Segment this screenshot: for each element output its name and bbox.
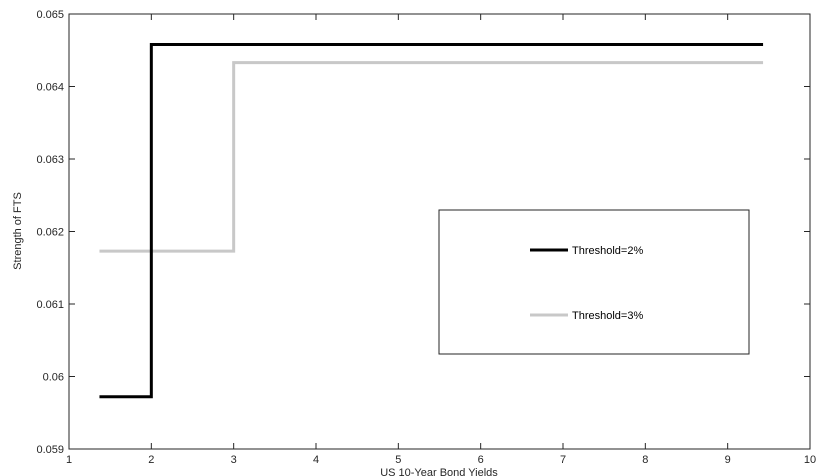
y-tick-label: 0.06 — [43, 372, 64, 384]
x-tick-label: 2 — [148, 454, 154, 466]
series-layer — [99, 42, 764, 399]
x-tick-label: 3 — [231, 454, 237, 466]
legend-label-threshold-2: Threshold=2% — [572, 245, 643, 257]
series-line-threshold-2 — [99, 42, 764, 399]
x-tick-label: 6 — [478, 454, 484, 466]
y-tick-label: 0.064 — [36, 82, 64, 94]
y-tick-label: 0.061 — [36, 299, 64, 311]
legend-box — [438, 209, 750, 355]
x-tick-label: 8 — [642, 454, 648, 466]
y-tick-label: 0.059 — [36, 444, 64, 456]
x-tick-label: 7 — [560, 454, 566, 466]
series-line-threshold-3 — [99, 61, 764, 253]
x-tick-label: 1 — [66, 454, 72, 466]
y-ticks: 0.059 0.06 0.061 0.062 0.063 0.064 0.065 — [36, 9, 810, 456]
legend-label-threshold-3: Threshold=3% — [572, 310, 643, 322]
x-axis-title: US 10-Year Bond Yields — [380, 467, 498, 476]
x-tick-label: 9 — [725, 454, 731, 466]
y-tick-label: 0.063 — [36, 154, 64, 166]
legend: Threshold=2% Threshold=3% — [438, 209, 750, 355]
x-tick-label: 4 — [313, 454, 319, 466]
y-tick-label: 0.062 — [36, 227, 64, 239]
x-tick-label: 10 — [804, 454, 816, 466]
y-axis-title: Strength of FTS — [12, 192, 24, 270]
x-ticks: 1 2 3 4 5 6 7 8 9 10 — [66, 14, 816, 466]
x-tick-label: 5 — [395, 454, 401, 466]
y-tick-label: 0.065 — [36, 9, 64, 21]
